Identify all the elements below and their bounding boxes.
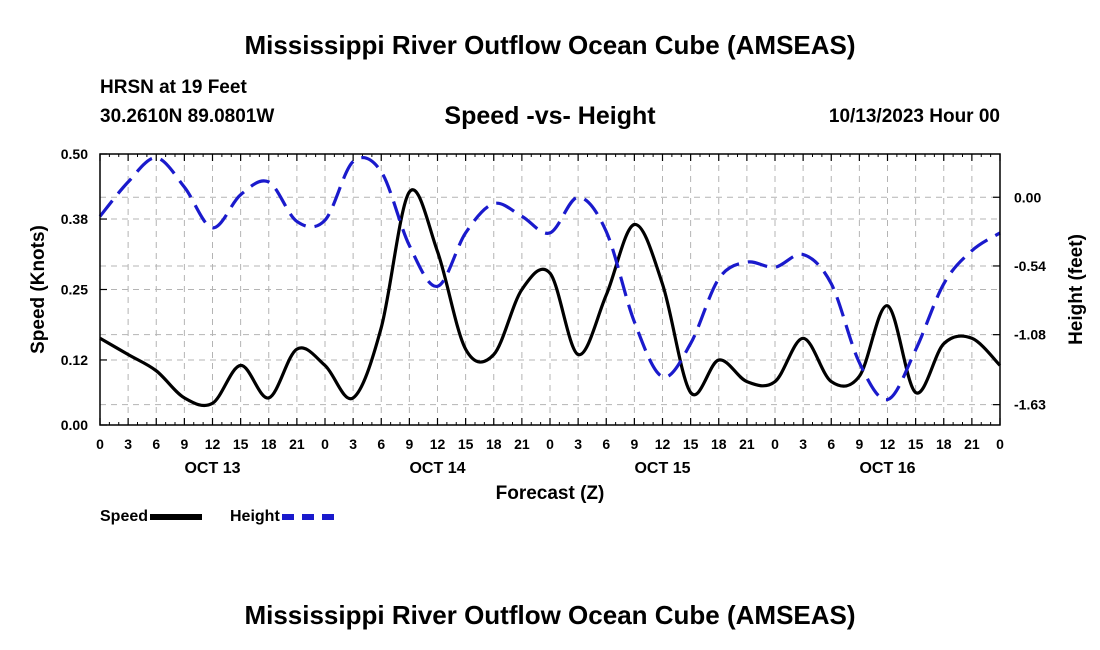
- x-date-label: OCT 13: [184, 460, 240, 477]
- y-tick-label: 0.12: [61, 352, 88, 368]
- x-tick-label: 12: [205, 436, 221, 452]
- y-tick-label: 0.50: [61, 146, 88, 162]
- x-tick-label: 0: [321, 436, 329, 452]
- footer-title: Mississippi River Outflow Ocean Cube (AM…: [244, 600, 856, 630]
- x-tick-label: 18: [261, 436, 277, 452]
- x-tick-label: 0: [96, 436, 104, 452]
- x-tick-label: 0: [546, 436, 554, 452]
- x-tick-label: 0: [771, 436, 779, 452]
- x-tick-label: 21: [514, 436, 530, 452]
- x-date-label: OCT 15: [634, 460, 690, 477]
- x-tick-label: 9: [630, 436, 638, 452]
- x-tick-label: 0: [996, 436, 1004, 452]
- station-name: HRSN at 19 Feet: [100, 77, 247, 98]
- x-tick-label: 3: [124, 436, 132, 452]
- x-tick-label: 15: [908, 436, 924, 452]
- x-tick-label: 6: [827, 436, 835, 452]
- x-tick-label: 18: [936, 436, 952, 452]
- y-tick-label: 0.25: [61, 282, 88, 298]
- x-tick-label: 9: [855, 436, 863, 452]
- x-tick-label: 21: [739, 436, 755, 452]
- series-line-speed: [99, 188, 1002, 408]
- x-tick-label: 12: [430, 436, 446, 452]
- x-tick-label: 3: [574, 436, 582, 452]
- x-tick-label: 3: [349, 436, 357, 452]
- x-tick-label: 3: [799, 436, 807, 452]
- x-tick-label: 21: [964, 436, 980, 452]
- legend-speed: Speed: [100, 508, 203, 526]
- x-axis-title: Forecast (Z): [495, 483, 605, 504]
- x-tick-label: 12: [880, 436, 896, 452]
- x-tick-label: 12: [655, 436, 671, 452]
- y2-tick-label: -1.63: [1014, 397, 1046, 413]
- x-tick-label: 15: [683, 436, 699, 452]
- station-coordinates: 30.2610N 89.0801W: [100, 106, 275, 127]
- x-date-label: OCT 16: [859, 460, 915, 477]
- x-tick-label: 15: [458, 436, 474, 452]
- plot-frame: [99, 153, 1001, 426]
- chart-subtitle: Speed -vs- Height: [444, 102, 656, 130]
- legend-height-label: Height: [230, 508, 280, 525]
- y-axis-title: Speed (Knots): [28, 225, 49, 354]
- y2-tick-label: -0.54: [1014, 258, 1046, 274]
- x-tick-label: 6: [602, 436, 610, 452]
- legend-height-swatch: [281, 514, 334, 520]
- main-title: Mississippi River Outflow Ocean Cube (AM…: [244, 30, 856, 60]
- x-tick-label: 6: [377, 436, 385, 452]
- y-tick-label: 0.38: [61, 211, 88, 227]
- series-line-height: [98, 156, 1001, 402]
- x-tick-label: 18: [711, 436, 727, 452]
- x-tick-label: 15: [233, 436, 249, 452]
- forecast-timestamp: 10/13/2023 Hour 00: [828, 106, 1000, 127]
- x-tick-label: 6: [152, 436, 160, 452]
- y2-tick-label: -1.08: [1014, 327, 1046, 343]
- x-tick-label: 21: [289, 436, 305, 452]
- legend-speed-swatch: [150, 514, 203, 520]
- legend-speed-label: Speed: [100, 508, 149, 525]
- x-date-label: OCT 14: [409, 460, 465, 477]
- x-tick-label: 18: [486, 436, 502, 452]
- y-tick-label: 0.00: [61, 417, 88, 433]
- y2-axis-title: Height (feet): [1066, 234, 1087, 345]
- legend-height: Height: [230, 508, 334, 526]
- x-tick-label: 9: [180, 436, 188, 452]
- x-tick-label: 9: [405, 436, 413, 452]
- y2-tick-label: 0.00: [1014, 189, 1041, 205]
